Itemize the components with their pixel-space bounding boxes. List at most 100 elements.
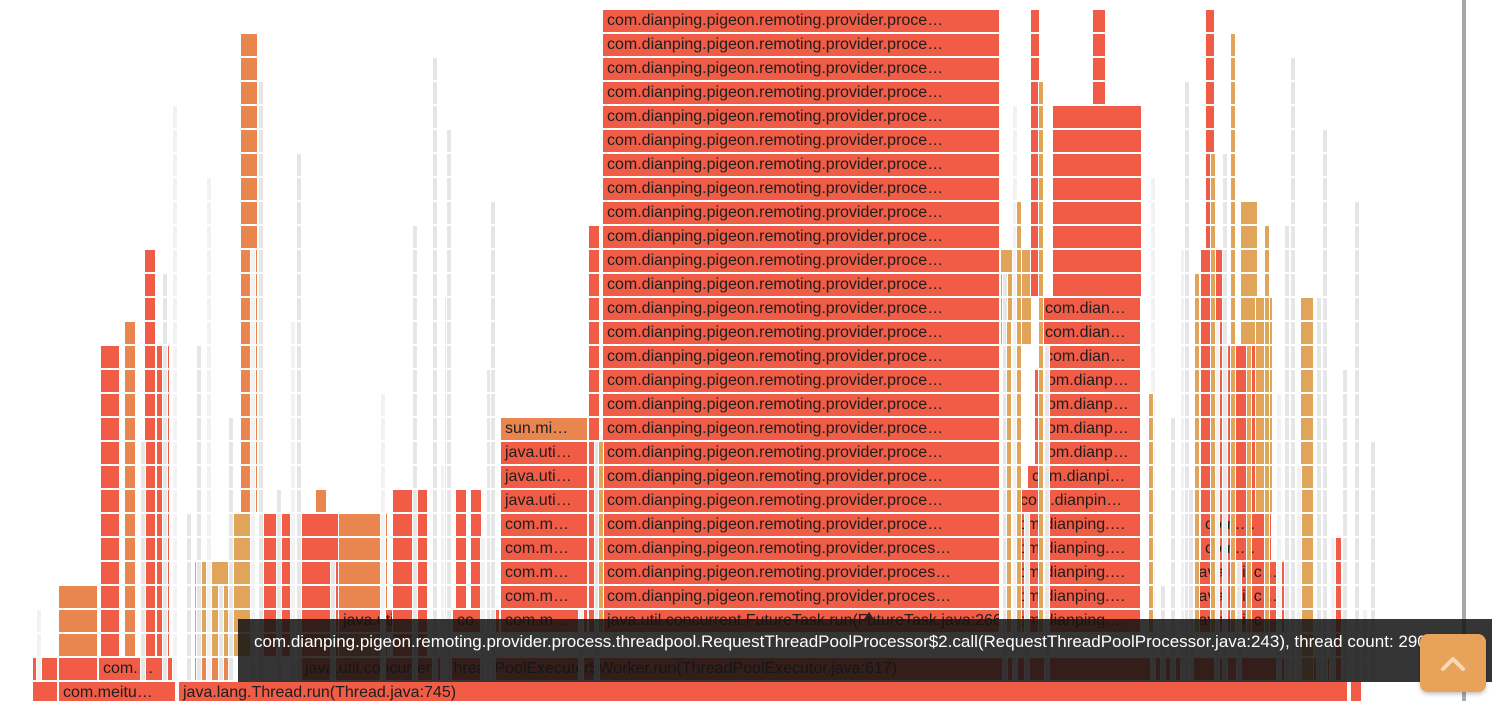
- stack-frame[interactable]: [1210, 393, 1216, 417]
- stack-frame[interactable]: [1044, 465, 1050, 489]
- stack-frame[interactable]: [1006, 465, 1012, 489]
- stack-frame[interactable]: [144, 369, 156, 393]
- stack-frame[interactable]: [172, 441, 178, 465]
- stack-frame[interactable]: [258, 153, 264, 177]
- stack-frame[interactable]: [172, 177, 178, 201]
- stack-frame[interactable]: [1205, 33, 1215, 57]
- stack-frame[interactable]: [172, 273, 178, 297]
- stack-frame[interactable]: [1276, 585, 1282, 609]
- stack-frame[interactable]: [1222, 225, 1228, 249]
- stack-frame[interactable]: [1016, 297, 1022, 321]
- stack-frame[interactable]: [290, 393, 296, 417]
- stack-frame[interactable]: [258, 489, 264, 513]
- stack-frame[interactable]: [162, 297, 168, 321]
- stack-frame[interactable]: [1044, 489, 1050, 513]
- stack-frame[interactable]: [432, 129, 438, 153]
- stack-frame[interactable]: [228, 585, 234, 609]
- stack-frame[interactable]: [338, 585, 388, 609]
- stack-frame[interactable]: [258, 369, 264, 393]
- stack-frame[interactable]: [490, 345, 496, 369]
- stack-frame[interactable]: [250, 537, 256, 561]
- stack-frame[interactable]: [1322, 273, 1328, 297]
- stack-frame[interactable]: [296, 177, 302, 201]
- stack-frame[interactable]: [1184, 393, 1190, 417]
- stack-frame[interactable]: [1370, 465, 1376, 489]
- stack-frame[interactable]: [1370, 537, 1376, 561]
- stack-frame[interactable]: [432, 537, 438, 561]
- stack-frame[interactable]: [470, 489, 482, 513]
- stack-frame[interactable]: [258, 441, 264, 465]
- stack-frame[interactable]: [1222, 153, 1228, 177]
- stack-frame[interactable]: [206, 513, 212, 537]
- stack-frame[interactable]: [124, 609, 136, 633]
- stack-frame[interactable]: [100, 633, 120, 657]
- stack-frame[interactable]: [1322, 513, 1328, 537]
- stack-frame[interactable]: [446, 153, 452, 177]
- stack-frame[interactable]: [124, 417, 136, 441]
- stack-frame[interactable]: [1354, 489, 1360, 513]
- stack-frame[interactable]: [1264, 273, 1270, 297]
- stack-frame[interactable]: [1210, 465, 1216, 489]
- stack-frame[interactable]: [1170, 489, 1176, 513]
- stack-frame[interactable]: com.m…: [500, 561, 588, 585]
- stack-frame[interactable]: [296, 441, 302, 465]
- stack-frame[interactable]: [1264, 369, 1270, 393]
- stack-frame[interactable]: [1284, 561, 1290, 585]
- stack-frame[interactable]: [240, 225, 258, 249]
- stack-frame[interactable]: [1290, 369, 1296, 393]
- stack-frame[interactable]: [144, 249, 156, 273]
- stack-frame[interactable]: [480, 537, 486, 561]
- stack-frame[interactable]: [455, 513, 467, 537]
- stack-frame[interactable]: java.uti…: [500, 465, 588, 489]
- stack-frame[interactable]: [258, 249, 264, 273]
- stack-frame[interactable]: [588, 321, 600, 345]
- stack-frame[interactable]: [1296, 513, 1302, 537]
- stack-frame[interactable]: [1038, 585, 1044, 609]
- stack-frame[interactable]: [1354, 561, 1360, 585]
- stack-frame[interactable]: [1222, 201, 1228, 225]
- stack-frame[interactable]: [1006, 393, 1012, 417]
- stack-frame[interactable]: [196, 345, 202, 369]
- stack-frame[interactable]: [1044, 513, 1050, 537]
- stack-frame[interactable]: [432, 345, 438, 369]
- stack-frame[interactable]: [1012, 177, 1018, 201]
- stack-frame[interactable]: [490, 201, 496, 225]
- stack-frame[interactable]: com.dian…: [1040, 345, 1141, 369]
- stack-frame[interactable]: [276, 489, 282, 513]
- stack-frame[interactable]: [124, 537, 136, 561]
- stack-frame[interactable]: [1044, 561, 1050, 585]
- stack-frame[interactable]: [1230, 297, 1236, 321]
- stack-frame[interactable]: [1300, 489, 1314, 513]
- stack-frame[interactable]: [432, 201, 438, 225]
- stack-frame[interactable]: [1354, 465, 1360, 489]
- stack-frame[interactable]: [1276, 417, 1282, 441]
- stack-frame[interactable]: [432, 465, 438, 489]
- stack-frame[interactable]: [598, 465, 604, 489]
- stack-frame[interactable]: [1330, 585, 1336, 609]
- stack-frame[interactable]: [1038, 417, 1044, 441]
- stack-frame[interactable]: [1044, 393, 1050, 417]
- stack-frame[interactable]: [290, 369, 296, 393]
- stack-frame[interactable]: [100, 609, 120, 633]
- stack-frame[interactable]: [258, 105, 264, 129]
- stack-frame[interactable]: [412, 417, 418, 441]
- stack-frame[interactable]: [1038, 537, 1044, 561]
- stack-frame[interactable]: [1052, 249, 1142, 273]
- stack-frame[interactable]: [296, 249, 302, 273]
- stack-frame[interactable]: [296, 537, 302, 561]
- stack-frame[interactable]: [1316, 345, 1322, 369]
- stack-frame[interactable]: [412, 441, 418, 465]
- stack-frame[interactable]: com.dianping.pigeon.remoting.provider.pr…: [602, 225, 1000, 249]
- stack-frame[interactable]: [380, 537, 386, 561]
- stack-frame[interactable]: [250, 561, 256, 585]
- stack-frame[interactable]: [1290, 441, 1296, 465]
- stack-frame[interactable]: [1342, 465, 1348, 489]
- stack-frame[interactable]: [1300, 345, 1314, 369]
- stack-frame[interactable]: [196, 513, 202, 537]
- stack-frame[interactable]: [1276, 489, 1282, 513]
- stack-frame[interactable]: [1210, 225, 1216, 249]
- stack-frame[interactable]: [1296, 465, 1302, 489]
- stack-frame[interactable]: [1016, 321, 1022, 345]
- stack-frame[interactable]: [1290, 177, 1296, 201]
- stack-frame[interactable]: [1264, 441, 1270, 465]
